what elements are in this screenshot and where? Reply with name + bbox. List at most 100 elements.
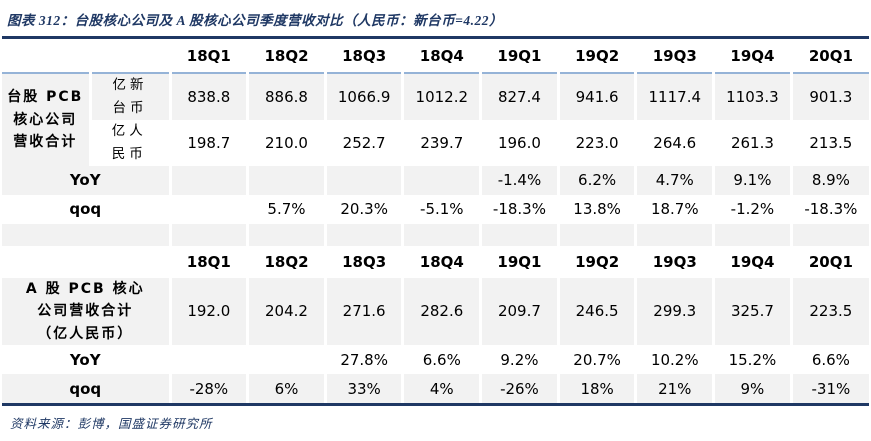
value-cell: -5.1% [401,194,481,224]
value-cell: 299.3 [634,277,714,346]
value-cell: 9% [712,374,792,404]
value-cell: 196.0 [479,119,559,166]
value-cell: 6% [246,374,326,404]
value-cell: 838.8 [168,73,248,120]
table2-header-row: 18Q1 18Q2 18Q3 18Q4 19Q1 19Q2 19Q3 19Q4 … [2,245,869,278]
value-cell: 213.5 [789,119,869,166]
value-cell: 282.6 [401,277,481,346]
value-cell: 1117.4 [634,73,714,120]
value-cell: 261.3 [712,119,792,166]
value-cell: 8.9% [789,165,869,195]
table2-revenue-row: A 股 PCB 核心 公司营收合计 （亿人民币） 192.0 204.2 271… [2,277,869,346]
table1-qoq-row: qoq 5.7% 20.3% -5.1% -18.3% 13.8% 18.7% … [2,194,869,224]
value-cell: 271.6 [323,277,403,346]
value-cell: -31% [789,374,869,404]
value-cell: 6.6% [789,345,869,375]
value-cell: 827.4 [479,73,559,120]
quarter-header-cell: 18Q3 [323,39,403,74]
quarter-header-cell: 18Q2 [246,245,326,278]
value-cell: -1.2% [712,194,792,224]
value-cell: 10.2% [634,345,714,375]
value-cell: 33% [323,374,403,404]
table1-ntd-row: 台股 PCB 核心公司 营收合计 亿新 台币 838.8 886.8 1066.… [2,73,869,166]
value-cell [323,165,403,195]
value-cell: -28% [168,374,248,404]
value-cell [168,194,248,224]
value-cell: 901.3 [789,73,869,120]
table2-yoy-row: YoY 27.8% 6.6% 9.2% 20.7% 10.2% 15.2% 6.… [2,345,869,375]
quarter-header-cell: 18Q4 [401,245,481,278]
unit-label-rmb: 亿人 民币 [111,122,147,162]
table2-header-empty-cell [2,246,170,278]
value-cell: 5.7% [246,194,326,224]
quarter-header-cell: 19Q2 [556,245,636,278]
value-cell: 6.6% [401,345,481,375]
value-cell: 223.5 [789,277,869,346]
value-cell: 941.6 [556,73,636,120]
table1-rmb-row: 亿人 民币 198.7 210.0 252.7 239.7 196.0 223.… [2,119,869,166]
quarter-header-cell: 18Q1 [168,39,248,74]
title-divider-rule [2,36,869,39]
quarter-header-cell: 19Q4 [712,245,792,278]
value-cell: 264.6 [634,119,714,166]
value-cell: 210.0 [246,119,326,166]
value-cell: 198.7 [168,119,248,166]
figure-title: 图表 312：台股核心公司及 A 股核心公司季度营收对比（人民币：新台币=4.2… [7,13,503,28]
yoy-row-label: YoY [2,165,170,195]
value-cell [401,165,481,195]
unit-label-ntd: 亿新 台币 [88,73,170,120]
table1-header-row: 18Q1 18Q2 18Q3 18Q4 19Q1 19Q2 19Q3 19Q4 … [2,39,869,74]
value-cell: 6.2% [556,165,636,195]
value-cell: 18% [556,374,636,404]
quarter-header-cell: 19Q1 [479,39,559,74]
value-cell: -18.3% [789,194,869,224]
quarter-header-cell: 19Q2 [556,39,636,74]
qoq-row-label: qoq [69,200,102,219]
value-cell [168,165,248,195]
value-cell: 20.7% [556,345,636,375]
quarter-header-cell: 19Q3 [634,245,714,278]
table1-header-empty-cell [2,39,170,74]
value-cell: -18.3% [479,194,559,224]
value-cell: 1103.3 [712,73,792,120]
value-cell: 192.0 [168,277,248,346]
quarter-header-cell: 18Q3 [323,245,403,278]
footer-divider-rule [2,403,869,407]
quarter-header-cell: 19Q1 [479,245,559,278]
value-cell: -1.4% [479,165,559,195]
quarterly-revenue-table: 18Q1 18Q2 18Q3 18Q4 19Q1 19Q2 19Q3 19Q4 … [2,39,869,404]
table1-row-label: 台股 PCB 核心公司 营收合计 [2,73,90,166]
quarter-header-cell: 19Q3 [634,39,714,74]
quarter-header-cell: 20Q1 [789,245,869,278]
table-separator-row [2,223,869,246]
value-cell: 4.7% [634,165,714,195]
value-cell: 15.2% [712,345,792,375]
value-cell: 9.1% [712,165,792,195]
value-cell: 325.7 [712,277,792,346]
value-cell [246,165,326,195]
value-cell: 209.7 [479,277,559,346]
table1-yoy-row: YoY -1.4% 6.2% 4.7% 9.1% 8.9% [2,165,869,195]
value-cell [168,345,248,375]
value-cell: 20.3% [323,194,403,224]
quarter-header-cell: 19Q4 [712,39,792,74]
value-cell: 246.5 [556,277,636,346]
value-cell: 204.2 [246,277,326,346]
quarter-header-cell: 18Q4 [401,39,481,74]
quarter-header-cell: 18Q1 [168,245,248,278]
value-cell: 18.7% [634,194,714,224]
value-cell: 1066.9 [323,73,403,120]
value-cell: -26% [479,374,559,404]
value-cell: 27.8% [323,345,403,375]
qoq-row-label: qoq [2,374,170,404]
table2-row-label: A 股 PCB 核心 公司营收合计 （亿人民币） [2,277,170,346]
quarter-header-cell: 20Q1 [789,39,869,74]
quarter-header-cell: 18Q2 [246,39,326,74]
value-cell: 886.8 [246,73,326,120]
value-cell: 21% [634,374,714,404]
source-note: 资料来源：彭博，国盛证券研究所 [10,417,213,432]
value-cell: 13.8% [556,194,636,224]
value-cell: 9.2% [479,345,559,375]
value-cell: 239.7 [401,119,481,166]
